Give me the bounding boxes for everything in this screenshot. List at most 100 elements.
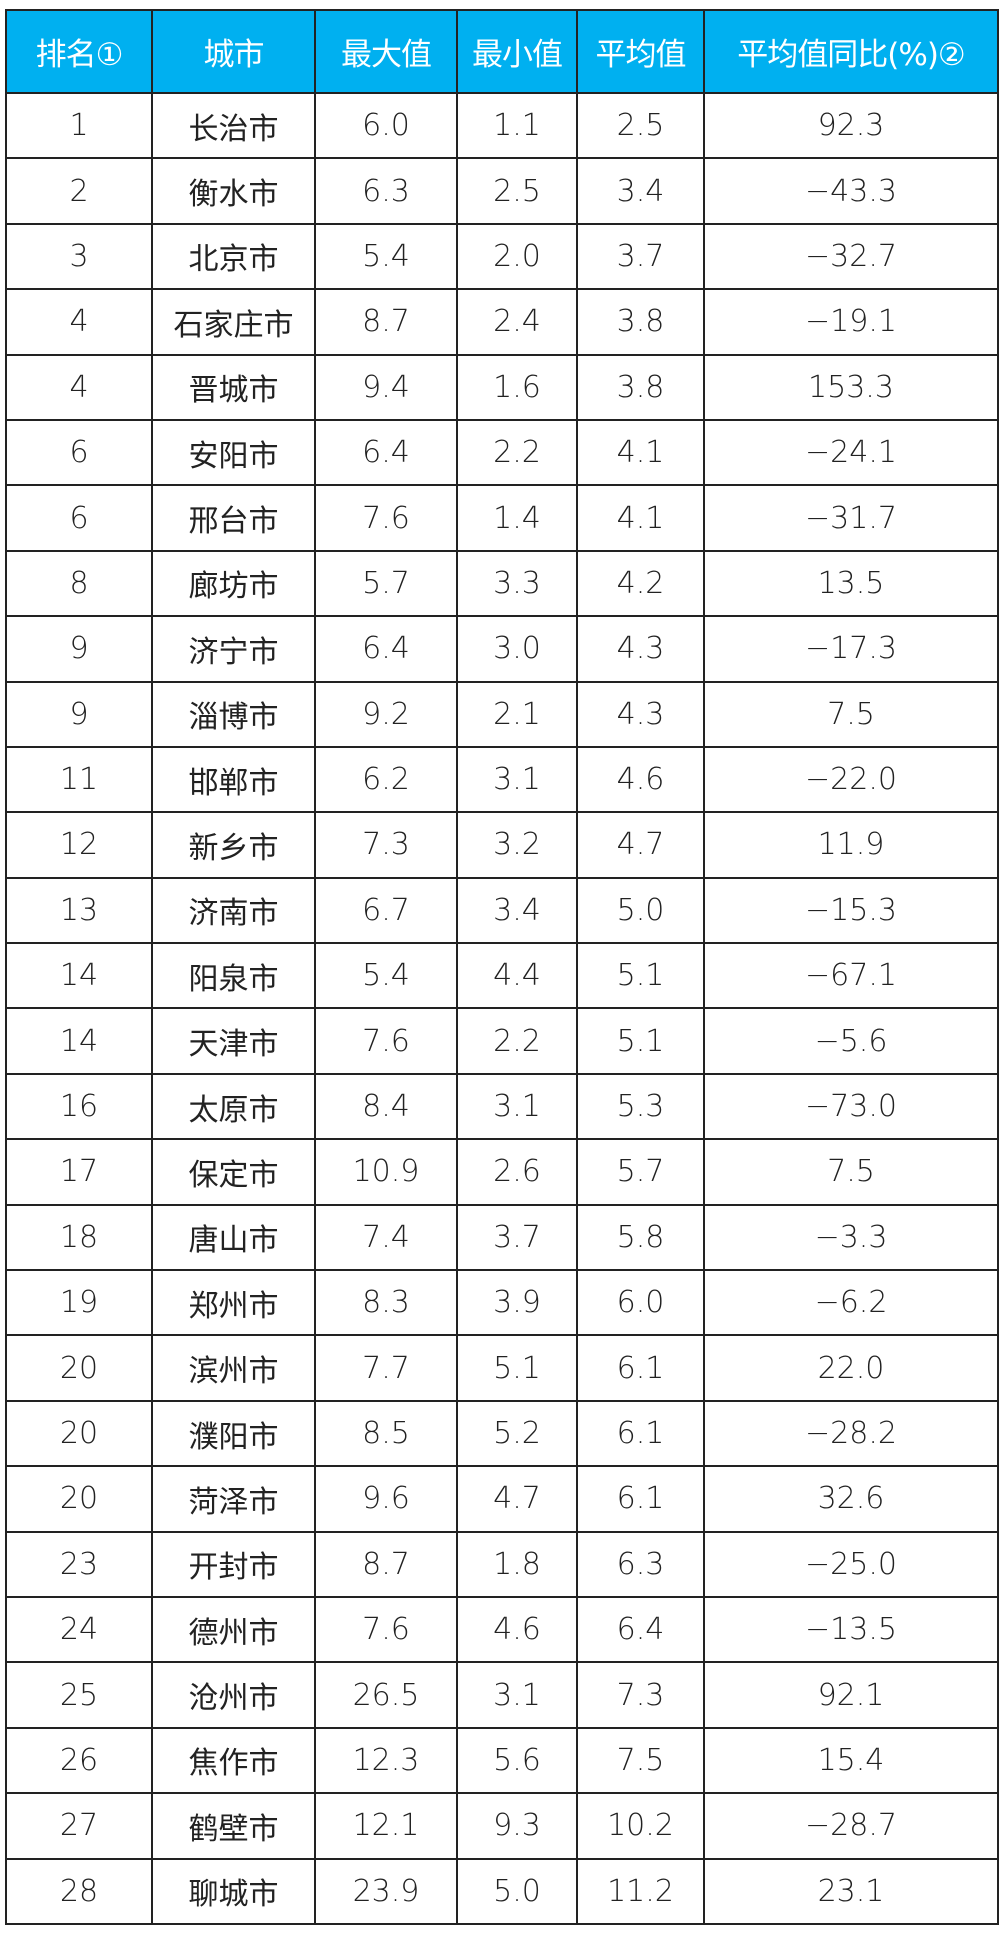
table-row: 25 沧州市 26.5 3.1 7.3 92.1 (5, 1661, 999, 1729)
cell-avg-yoy: 23.1 (703, 1857, 999, 1925)
cell-avg: 5.7 (576, 1138, 705, 1206)
cell-avg: 3.8 (576, 353, 705, 421)
column-header-avg: 平均值 (576, 9, 705, 94)
cell-city: 安阳市 (151, 418, 316, 487)
cell-city: 滨州市 (151, 1334, 316, 1402)
cell-min: 2.4 (456, 288, 578, 356)
table-row: 8 廊坊市 5.7 3.3 4.2 13.5 (5, 549, 999, 618)
cell-avg-yoy: −25.0 (703, 1530, 999, 1598)
cell-max: 6.3 (314, 157, 458, 225)
cell-avg-yoy: 32.6 (703, 1465, 999, 1533)
cell-city: 邯郸市 (151, 745, 316, 814)
cell-rank: 3 (5, 222, 153, 291)
cell-max: 5.4 (314, 942, 458, 1010)
cell-min: 3.2 (456, 811, 578, 879)
cell-min: 3.1 (456, 1072, 578, 1141)
city-ranking-table: 排名① 城市 最大值 最小值 平均值 平均值同比(%)② 1 长治市 6.0 1.1 2.5 92.… (5, 9, 999, 1925)
cell-min: 1.8 (456, 1530, 578, 1598)
table-row: 14 天津市 7.6 2.2 5.1 −5.6 (5, 1007, 999, 1075)
cell-avg: 3.4 (576, 157, 705, 225)
cell-avg-yoy: −24.1 (703, 418, 999, 487)
cell-min: 3.3 (456, 549, 578, 618)
cell-city: 淄博市 (151, 680, 316, 748)
cell-rank: 20 (5, 1465, 153, 1533)
table-row: 6 安阳市 6.4 2.2 4.1 −24.1 (5, 418, 999, 487)
cell-city: 北京市 (151, 222, 316, 291)
cell-avg-yoy: 11.9 (703, 811, 999, 879)
cell-max: 6.4 (314, 615, 458, 683)
cell-avg: 6.1 (576, 1334, 705, 1402)
cell-avg-yoy: −17.3 (703, 615, 999, 683)
cell-max: 9.2 (314, 680, 458, 748)
cell-rank: 6 (5, 418, 153, 487)
cell-avg-yoy: −32.7 (703, 222, 999, 291)
cell-city: 沧州市 (151, 1661, 316, 1729)
cell-max: 9.6 (314, 1465, 458, 1533)
cell-avg: 2.5 (576, 91, 705, 160)
cell-max: 7.6 (314, 484, 458, 552)
cell-avg: 7.3 (576, 1661, 705, 1729)
cell-min: 3.9 (456, 1269, 578, 1337)
cell-rank: 14 (5, 1007, 153, 1075)
cell-city: 唐山市 (151, 1203, 316, 1272)
cell-max: 6.2 (314, 745, 458, 814)
cell-avg: 6.4 (576, 1595, 705, 1664)
cell-avg: 4.6 (576, 745, 705, 814)
cell-max: 5.4 (314, 222, 458, 291)
cell-rank: 14 (5, 942, 153, 1010)
cell-min: 5.2 (456, 1399, 578, 1468)
cell-min: 5.1 (456, 1334, 578, 1402)
table-row: 3 北京市 5.4 2.0 3.7 −32.7 (5, 222, 999, 291)
column-header-avg-yoy: 平均值同比(%)② (703, 9, 999, 94)
cell-max: 8.3 (314, 1269, 458, 1337)
cell-city: 济南市 (151, 876, 316, 945)
cell-city: 开封市 (151, 1530, 316, 1598)
cell-city: 焦作市 (151, 1726, 316, 1795)
cell-avg: 7.5 (576, 1726, 705, 1795)
cell-avg-yoy: −13.5 (703, 1595, 999, 1664)
cell-min: 2.5 (456, 157, 578, 225)
cell-city: 衡水市 (151, 157, 316, 225)
cell-city: 郑州市 (151, 1269, 316, 1337)
cell-min: 9.3 (456, 1792, 578, 1860)
cell-rank: 23 (5, 1530, 153, 1598)
cell-avg: 4.1 (576, 484, 705, 552)
cell-avg-yoy: −43.3 (703, 157, 999, 225)
cell-rank: 9 (5, 615, 153, 683)
cell-city: 濮阳市 (151, 1399, 316, 1468)
cell-max: 6.7 (314, 876, 458, 945)
cell-city: 聊城市 (151, 1857, 316, 1925)
cell-avg: 5.3 (576, 1072, 705, 1141)
cell-avg: 3.8 (576, 288, 705, 356)
table-row: 16 太原市 8.4 3.1 5.3 −73.0 (5, 1072, 999, 1141)
cell-avg: 11.2 (576, 1857, 705, 1925)
cell-avg-yoy: −73.0 (703, 1072, 999, 1141)
cell-avg: 5.8 (576, 1203, 705, 1272)
cell-rank: 20 (5, 1399, 153, 1468)
cell-min: 3.7 (456, 1203, 578, 1272)
cell-min: 5.6 (456, 1726, 578, 1795)
cell-avg-yoy: −28.7 (703, 1792, 999, 1860)
cell-city: 济宁市 (151, 615, 316, 683)
cell-max: 6.4 (314, 418, 458, 487)
cell-rank: 28 (5, 1857, 153, 1925)
cell-avg-yoy: −5.6 (703, 1007, 999, 1075)
table-row: 26 焦作市 12.3 5.6 7.5 15.4 (5, 1726, 999, 1795)
table-row: 18 唐山市 7.4 3.7 5.8 −3.3 (5, 1203, 999, 1272)
cell-max: 7.7 (314, 1334, 458, 1402)
cell-min: 4.6 (456, 1595, 578, 1664)
cell-avg-yoy: 153.3 (703, 353, 999, 421)
cell-max: 6.0 (314, 91, 458, 160)
cell-avg-yoy: −67.1 (703, 942, 999, 1010)
cell-avg: 4.3 (576, 615, 705, 683)
column-header-max: 最大值 (314, 9, 458, 94)
cell-avg-yoy: −3.3 (703, 1203, 999, 1272)
cell-rank: 11 (5, 745, 153, 814)
table-row: 19 郑州市 8.3 3.9 6.0 −6.2 (5, 1269, 999, 1337)
cell-avg: 6.1 (576, 1399, 705, 1468)
cell-rank: 13 (5, 876, 153, 945)
table-row: 12 新乡市 7.3 3.2 4.7 11.9 (5, 811, 999, 879)
cell-max: 12.1 (314, 1792, 458, 1860)
cell-max: 10.9 (314, 1138, 458, 1206)
cell-min: 4.4 (456, 942, 578, 1010)
